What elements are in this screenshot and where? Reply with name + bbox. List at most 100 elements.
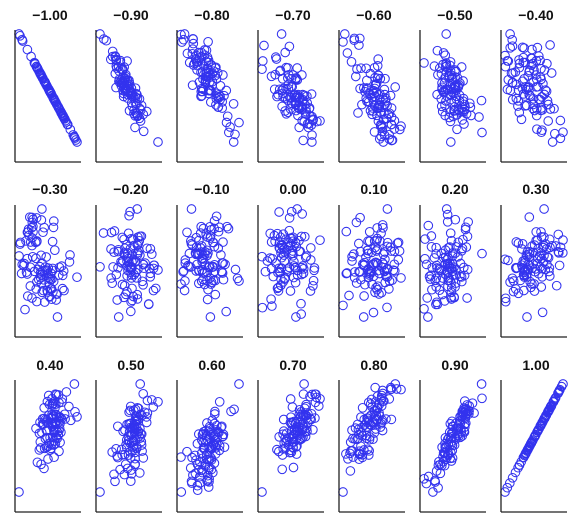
scatter-point: [466, 110, 476, 121]
scatter-point: [394, 124, 405, 135]
scatter-point: [203, 85, 214, 96]
scatter-point: [288, 462, 299, 473]
scatter-point: [450, 65, 461, 75]
scatter-point: [441, 29, 452, 39]
scatter-point: [423, 220, 434, 231]
scatter-point: [436, 101, 447, 112]
scatter-point: [43, 272, 53, 283]
scatter-point: [50, 399, 61, 410]
scatter-point: [45, 274, 56, 285]
scatter-point: [294, 409, 305, 420]
scatter-point: [450, 72, 460, 82]
scatter-point: [199, 61, 210, 72]
scatter-point: [280, 433, 290, 443]
scatter-point: [354, 449, 365, 460]
scatter-point: [374, 94, 385, 104]
scatter-point: [145, 268, 156, 279]
scatter-point: [513, 101, 523, 111]
scatter-point: [539, 65, 550, 75]
scatter-point: [35, 273, 46, 283]
scatter-point: [338, 487, 348, 497]
scatter-point: [438, 48, 449, 58]
scatter-point: [372, 391, 383, 402]
scatter-point: [209, 223, 220, 234]
scatter-point: [372, 233, 383, 244]
scatter-point: [277, 242, 288, 253]
scatter-point: [291, 312, 301, 322]
scatter-point: [354, 33, 365, 44]
scatter-point: [138, 279, 148, 290]
scatter-point: [305, 243, 316, 253]
scatter-point: [450, 81, 461, 91]
scatter-point: [118, 426, 128, 437]
scatter-point: [464, 98, 475, 109]
scatter-panel: −0.40: [500, 7, 568, 163]
scatter-point: [192, 480, 203, 491]
scatter-point: [368, 307, 379, 318]
scatter-point: [396, 273, 406, 283]
scatter-point: [375, 107, 386, 117]
scatter-point: [507, 77, 518, 88]
scatter-point: [386, 119, 397, 130]
scatter-point: [372, 281, 383, 292]
scatter-point: [436, 69, 447, 79]
scatter-point: [423, 312, 433, 322]
scatter-point: [111, 63, 122, 73]
scatter-point: [514, 107, 525, 118]
scatter-point: [431, 466, 442, 476]
scatter-point: [64, 257, 75, 267]
scatter-point: [365, 105, 376, 116]
scatter-point: [500, 254, 510, 265]
scatter-point: [188, 470, 198, 481]
scatter-point: [439, 78, 450, 88]
panel-title: 1.00: [522, 357, 549, 373]
scatter-point: [123, 228, 134, 239]
scatter-point: [547, 137, 558, 147]
scatter-point: [51, 99, 62, 109]
scatter-point: [529, 105, 540, 116]
scatter-point: [386, 112, 397, 123]
scatter-point: [213, 92, 224, 103]
scatter-point: [379, 84, 390, 95]
scatter-point: [436, 460, 447, 471]
scatter-point: [536, 74, 546, 85]
scatter-point: [545, 104, 556, 114]
scatter-point: [138, 388, 149, 399]
scatter-point: [43, 454, 53, 464]
scatter-point: [184, 57, 195, 68]
scatter-point: [46, 440, 57, 450]
scatter-point: [37, 72, 48, 83]
scatter-point: [519, 43, 530, 53]
scatter-point: [283, 237, 294, 248]
scatter-point: [507, 273, 518, 284]
scatter-point: [516, 260, 527, 271]
scatter-point: [127, 295, 138, 306]
scatter-point: [520, 100, 530, 111]
scatter-point: [148, 285, 159, 296]
scatter-point: [198, 254, 209, 264]
scatter-point: [303, 122, 314, 133]
scatter-point: [345, 448, 355, 459]
scatter-point: [524, 67, 534, 77]
scatter-point: [16, 268, 27, 279]
scatter-point: [27, 217, 38, 228]
scatter-point: [129, 427, 140, 438]
scatter-point: [521, 448, 531, 458]
scatter-point: [366, 410, 376, 421]
scatter-point: [284, 213, 295, 223]
scatter-point: [536, 253, 547, 264]
scatter-point: [192, 485, 203, 496]
scatter-point: [504, 478, 515, 488]
scatter-point: [554, 260, 565, 271]
scatter-point: [438, 448, 449, 458]
scatter-point: [40, 77, 51, 88]
scatter-point: [228, 137, 239, 147]
scatter-point: [308, 280, 318, 291]
scatter-point: [433, 460, 444, 471]
scatter-point: [446, 97, 456, 108]
scatter-point: [138, 126, 149, 137]
scatter-point: [267, 301, 277, 311]
scatter-point: [196, 276, 207, 287]
scatter-point: [446, 235, 457, 246]
scatter-point: [198, 74, 208, 84]
